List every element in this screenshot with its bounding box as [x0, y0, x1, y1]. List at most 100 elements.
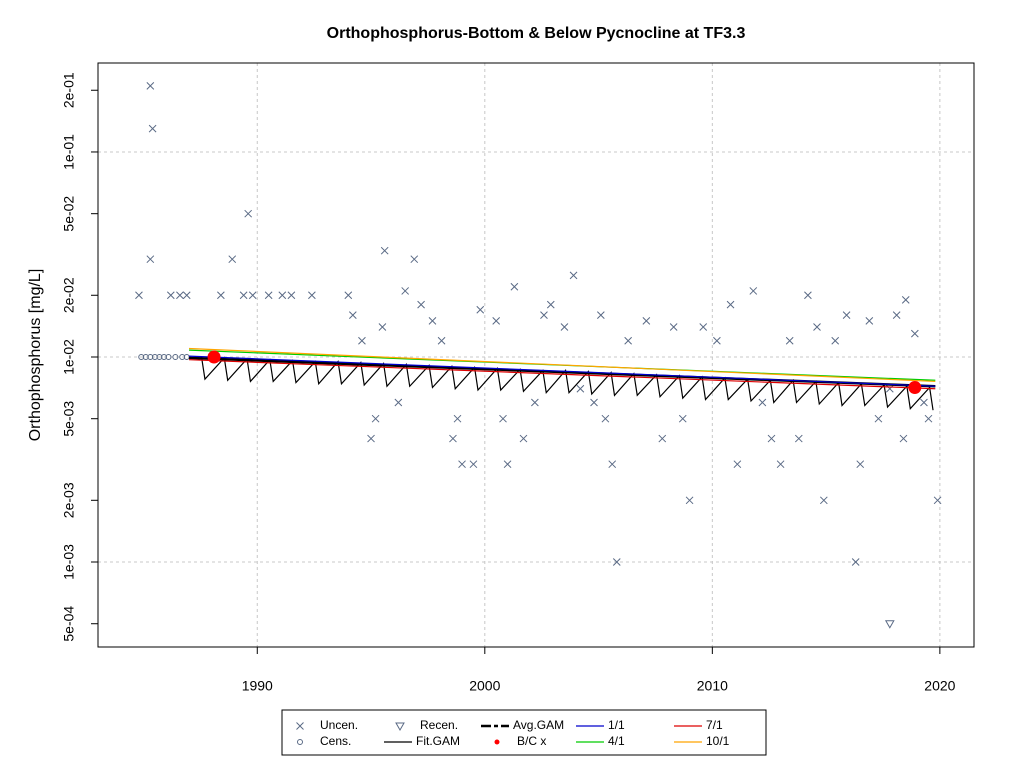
uncen-point	[842, 311, 851, 319]
uncen-point	[371, 414, 380, 423]
uncen-point	[182, 291, 191, 300]
uncen-point	[851, 558, 860, 566]
uncen-point	[278, 291, 287, 300]
uncen-point	[239, 291, 248, 300]
y-tick-label: 2e-01	[61, 72, 77, 108]
uncen-point	[590, 398, 598, 407]
uncen-point	[642, 317, 651, 325]
uncen-point	[569, 271, 578, 280]
uncen-point	[910, 329, 919, 338]
legend-label: 4/1	[608, 734, 625, 748]
chart-title: Orthophosphorus-Bottom & Below Pycnoclin…	[327, 25, 746, 42]
legend-swatch	[296, 722, 304, 730]
legend-label: Cens.	[320, 734, 351, 748]
uncen-point	[804, 291, 812, 300]
legend-box	[281, 709, 767, 756]
uncen-point	[308, 291, 316, 300]
uncen-point	[264, 291, 273, 300]
uncen-point	[601, 414, 610, 423]
legend-swatch	[395, 722, 405, 732]
uncen-point	[135, 291, 143, 300]
x-tick-label: 2010	[697, 678, 728, 694]
uncen-point	[348, 311, 357, 319]
uncen-point	[228, 255, 237, 264]
uncen-point	[367, 434, 375, 443]
uncen-point	[612, 558, 621, 566]
uncen-point	[920, 398, 928, 407]
uncen-point	[176, 291, 184, 300]
uncen-point	[244, 209, 253, 218]
uncen-point	[344, 291, 353, 300]
legend-label: Recen.	[420, 718, 458, 732]
uncen-point	[492, 317, 501, 325]
uncen-point	[417, 300, 425, 309]
uncen-point	[166, 291, 175, 300]
uncen-point	[776, 460, 785, 469]
uncen-point	[874, 414, 883, 423]
y-tick-label: 1e-02	[61, 339, 77, 375]
legend-label: Fit.GAM	[416, 734, 460, 748]
uncen-point	[576, 384, 585, 393]
uncen-point	[148, 124, 157, 133]
legend-label: 1/1	[608, 718, 625, 732]
uncen-point	[794, 434, 803, 443]
cens-point	[165, 353, 172, 360]
uncen-point	[658, 434, 667, 443]
y-axis-label: Orthophosphorus [mg/L]	[27, 269, 44, 442]
y-tick-label: 5e-04	[61, 606, 77, 642]
series-line	[188, 347, 936, 383]
bc-point	[207, 350, 221, 364]
uncen-point	[380, 246, 389, 255]
uncen-point	[146, 82, 155, 90]
uncen-point	[856, 460, 865, 469]
series-line	[188, 355, 936, 387]
uncen-point	[819, 496, 828, 505]
uncen-point	[785, 336, 794, 345]
uncen-point	[901, 295, 910, 304]
legend-label: Uncen.	[320, 718, 358, 732]
uncen-point	[924, 414, 933, 423]
uncen-point	[458, 460, 466, 469]
uncen-point	[758, 398, 767, 407]
uncen-point	[726, 300, 735, 309]
uncen-point	[669, 323, 678, 331]
uncen-point	[428, 317, 437, 325]
plot-area	[135, 82, 942, 629]
legend-label: Avg.GAM	[513, 718, 564, 732]
uncen-point	[865, 317, 874, 325]
uncen-point	[248, 291, 257, 300]
uncen-point	[749, 287, 758, 295]
uncen-point	[678, 414, 687, 423]
uncen-point	[546, 300, 555, 309]
legend-label: B/C x	[517, 734, 546, 748]
plot-frame	[97, 62, 975, 648]
uncen-point	[499, 414, 507, 423]
uncen-point	[899, 434, 908, 443]
uncen-point	[624, 336, 633, 345]
uncen-point	[699, 323, 708, 331]
uncen-point	[831, 336, 840, 345]
legend-label: 10/1	[706, 734, 730, 748]
uncen-point	[531, 398, 539, 407]
series-line	[200, 356, 934, 411]
uncen-point	[560, 323, 569, 331]
uncen-point	[767, 434, 776, 443]
legend-swatch	[494, 739, 500, 745]
uncen-point	[933, 496, 942, 505]
uncen-point	[453, 414, 462, 423]
uncen-point	[378, 323, 387, 331]
uncen-point	[596, 311, 605, 319]
uncen-point	[813, 323, 821, 331]
cens-point	[172, 353, 179, 360]
uncen-point	[685, 496, 694, 505]
uncen-point	[146, 255, 155, 264]
uncen-point	[713, 336, 721, 345]
uncen-point	[469, 460, 478, 469]
uncen-point	[437, 336, 446, 345]
y-tick-label: 5e-03	[61, 401, 77, 437]
uncen-point	[510, 282, 519, 291]
legend-swatch	[297, 739, 303, 745]
y-tick-label: 2e-03	[61, 482, 77, 518]
y-tick-label: 2e-02	[61, 277, 77, 313]
